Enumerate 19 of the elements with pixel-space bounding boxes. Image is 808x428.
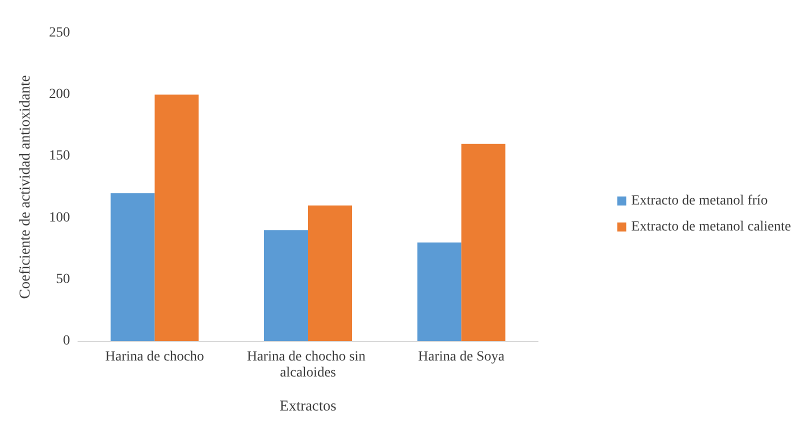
y-tick-label: 250 xyxy=(49,26,70,40)
y-tick-label: 150 xyxy=(49,148,70,164)
y-axis-title: Coeficiente de actividad antioxidante xyxy=(18,74,34,299)
y-tick-label: 200 xyxy=(49,87,70,102)
legend-label: Extracto de metanol frío xyxy=(631,194,768,208)
bar xyxy=(264,230,308,341)
y-tick-label: 100 xyxy=(49,210,70,226)
bar xyxy=(154,94,199,341)
x-tick-label: Harina de Soya xyxy=(418,350,506,364)
bar xyxy=(461,144,506,341)
x-tick-label: Harina de chocho sin alcaloides xyxy=(246,350,370,380)
y-tick-label: 50 xyxy=(56,272,70,287)
bar xyxy=(417,242,462,341)
legend-label: Extracto de metanol caliente xyxy=(631,220,792,234)
y-tick-label: 0 xyxy=(63,334,70,348)
x-axis-title: Extractos xyxy=(280,398,336,414)
x-tick-label: Harina de chocho xyxy=(105,350,204,364)
bar xyxy=(308,205,352,341)
bar xyxy=(110,193,155,341)
